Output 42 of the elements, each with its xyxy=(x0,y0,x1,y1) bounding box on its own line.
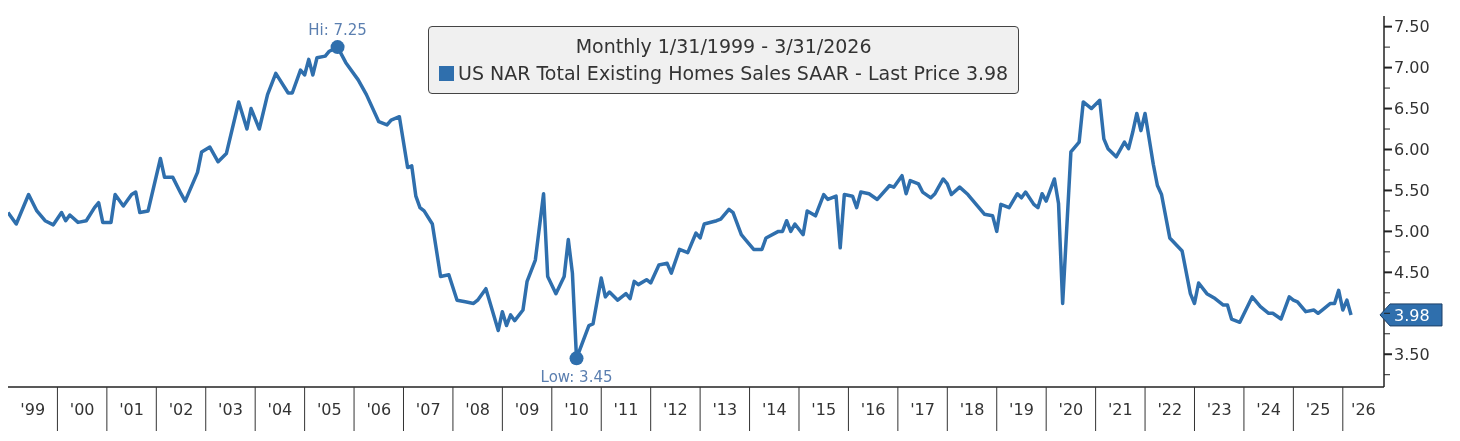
x-tick-label: '09 xyxy=(514,400,540,419)
x-tick-label: '02 xyxy=(168,400,194,419)
x-tick-label: '17 xyxy=(910,400,935,419)
y-tick-label: 3.50 xyxy=(1394,344,1430,364)
x-tick-label: '13 xyxy=(712,400,738,419)
y-tick-label: 7.00 xyxy=(1394,58,1430,78)
x-tick-label: '18 xyxy=(959,400,985,419)
y-tick-label: 7.50 xyxy=(1394,17,1430,37)
x-tick-label: '26 xyxy=(1351,400,1376,419)
y-tick-label: 4.50 xyxy=(1394,262,1430,282)
x-tick-label: '23 xyxy=(1206,400,1232,419)
x-tick-label: '99 xyxy=(20,400,46,419)
annotation: Hi: 7.25 xyxy=(308,21,367,40)
y-tick-label: 5.50 xyxy=(1394,181,1430,201)
x-tick-label: '14 xyxy=(761,400,787,419)
y-tick-label: 6.00 xyxy=(1394,140,1430,160)
x-tick-label: '19 xyxy=(1009,400,1034,419)
x-tick-label: '04 xyxy=(267,400,293,419)
x-tick-label: '16 xyxy=(860,400,886,419)
x-tick-label: '25 xyxy=(1305,400,1331,419)
x-tick-label: '24 xyxy=(1256,400,1282,419)
x-tick-label: '05 xyxy=(316,400,342,419)
annotation: Low: 3.45 xyxy=(540,368,613,387)
x-tick-label: '20 xyxy=(1058,400,1084,419)
x-tick-label: '10 xyxy=(564,400,589,419)
x-tick-label: '07 xyxy=(415,400,441,419)
x-tick-label: '15 xyxy=(811,400,837,419)
annotation: 3.98 xyxy=(1394,305,1430,325)
x-tick-label: '22 xyxy=(1157,400,1183,419)
x-tick-label: '21 xyxy=(1107,400,1133,419)
y-tick-label: 5.00 xyxy=(1394,221,1430,241)
x-tick-label: '06 xyxy=(366,400,392,419)
legend-title: Monthly 1/31/1999 - 3/31/2026 xyxy=(574,34,873,59)
x-tick-label: '01 xyxy=(119,400,144,419)
x-tick-label: '08 xyxy=(465,400,491,419)
y-tick-label: 6.50 xyxy=(1394,99,1430,119)
x-tick-label: '00 xyxy=(69,400,95,419)
x-tick-label: '12 xyxy=(663,400,688,419)
x-tick-label: '03 xyxy=(218,400,243,419)
legend-label: US NAR Total Existing Homes Sales SAAR - Last Price 3.98 xyxy=(457,61,1009,86)
price-tag: 3.98 xyxy=(1379,303,1443,327)
x-tick-label: '11 xyxy=(613,400,639,419)
